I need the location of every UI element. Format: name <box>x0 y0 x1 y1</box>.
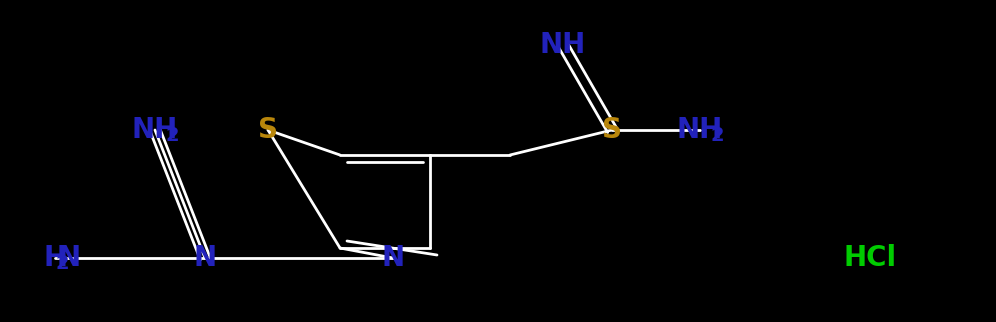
Text: NH: NH <box>677 116 723 144</box>
Text: 2: 2 <box>55 254 69 273</box>
Text: N: N <box>193 244 216 272</box>
Text: NH: NH <box>131 116 178 144</box>
Text: HCl: HCl <box>844 244 896 272</box>
Text: N: N <box>58 244 81 272</box>
Text: S: S <box>602 116 622 144</box>
Text: 2: 2 <box>165 126 179 145</box>
Text: S: S <box>258 116 278 144</box>
Text: N: N <box>381 244 404 272</box>
Text: NH: NH <box>540 31 586 59</box>
Text: 2: 2 <box>711 126 724 145</box>
Text: H: H <box>44 244 67 272</box>
